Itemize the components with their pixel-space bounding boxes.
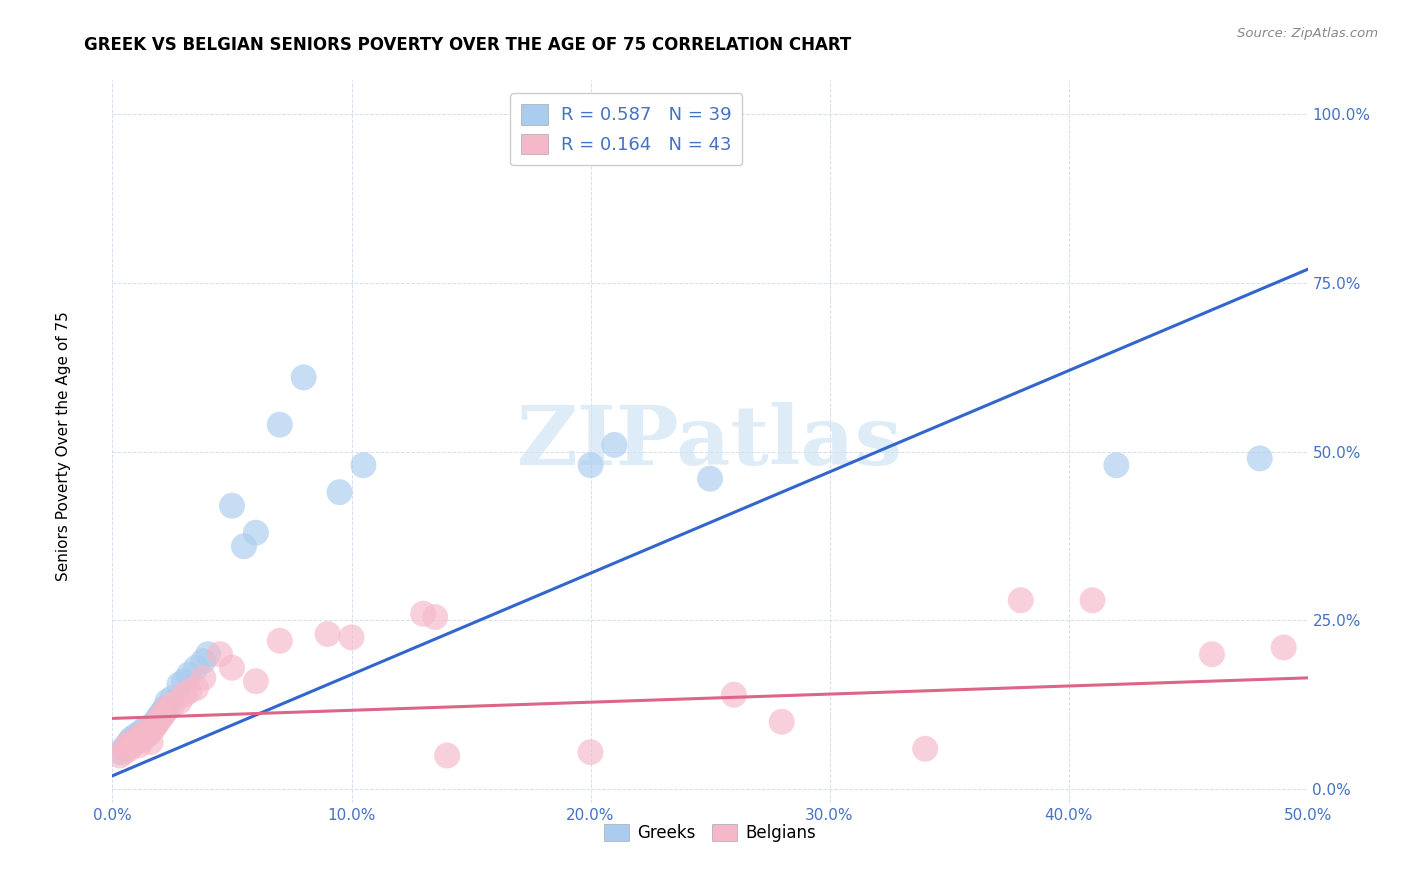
Point [139,735,162,749]
Point [1081,593,1104,607]
Point [177,684,200,698]
Point [177,667,200,681]
Point [914,741,936,756]
Point [142,722,165,736]
Point [132,731,155,746]
Point [156,701,179,715]
Point [129,728,152,742]
Point [352,458,374,472]
Point [723,688,745,702]
Point [770,714,793,729]
Point [118,741,141,756]
Point [139,723,162,737]
Point [135,725,157,739]
Point [122,736,145,750]
Point [162,698,183,712]
Point [114,745,135,759]
Point [169,694,191,708]
Point [340,631,363,645]
Point [153,701,176,715]
Point [152,708,174,723]
Point [114,741,135,756]
Point [186,661,208,675]
Point [129,725,152,739]
Point [233,539,256,553]
Point [245,674,267,689]
Point [125,733,148,747]
Point [173,688,195,702]
Point [149,711,172,725]
Point [173,674,195,689]
Point [115,739,138,753]
Point [1201,647,1223,661]
Point [221,499,243,513]
Point [145,714,167,729]
Point [108,748,131,763]
Point [436,748,458,763]
Point [118,735,141,749]
Point [1010,593,1032,607]
Point [412,607,434,621]
Text: Seniors Poverty Over the Age of 75: Seniors Poverty Over the Age of 75 [56,311,70,581]
Point [221,661,243,675]
Text: ZIPatlas: ZIPatlas [517,401,903,482]
Point [121,731,143,746]
Point [138,727,160,741]
Point [153,705,176,719]
Point [146,711,169,725]
Point [128,733,150,747]
Point [603,438,626,452]
Point [1249,451,1271,466]
Point [162,691,183,706]
Point [122,736,145,750]
Point [316,627,339,641]
Point [156,694,179,708]
Legend: Greeks, Belgians: Greeks, Belgians [598,817,823,848]
Point [197,647,219,661]
Point [579,458,602,472]
Point [149,708,172,723]
Point [115,739,138,753]
Text: Source: ZipAtlas.com: Source: ZipAtlas.com [1237,27,1378,40]
Point [193,671,215,685]
Point [128,739,150,753]
Point [135,722,157,736]
Point [1272,640,1295,655]
Point [329,485,352,500]
Point [146,714,169,729]
Point [1105,458,1128,472]
Point [245,525,267,540]
Point [269,417,291,432]
Point [425,610,447,624]
Point [121,735,143,749]
Point [145,718,167,732]
Point [579,745,602,759]
Point [152,705,174,719]
Point [138,727,160,741]
Point [699,472,721,486]
Point [108,745,131,759]
Point [132,730,155,744]
Text: GREEK VS BELGIAN SENIORS POVERTY OVER THE AGE OF 75 CORRELATION CHART: GREEK VS BELGIAN SENIORS POVERTY OVER TH… [84,36,852,54]
Point [209,647,232,661]
Point [125,728,148,742]
Point [142,718,165,732]
Point [193,654,215,668]
Point [269,633,291,648]
Point [169,678,191,692]
Point [186,681,208,695]
Point [292,370,315,384]
